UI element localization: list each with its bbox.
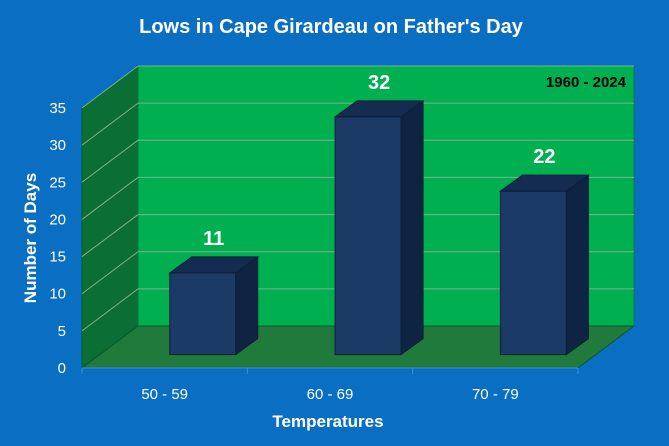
bar-front <box>169 272 237 356</box>
data-label: 22 <box>533 146 555 168</box>
y-tick-label: 35 <box>49 100 66 117</box>
bars <box>168 99 590 356</box>
bar-front <box>334 116 402 356</box>
x-tick-label: 70 - 79 <box>472 386 519 403</box>
gridline-side <box>81 139 139 183</box>
year-range-annotation: 1960 - 2024 <box>546 74 627 91</box>
bar-side <box>565 174 589 356</box>
bar-top <box>498 174 590 192</box>
bar-side <box>235 255 259 356</box>
bar-side <box>400 99 424 356</box>
y-tick-labels: 0 5 10 15 20 25 30 35 <box>49 100 66 377</box>
gridline-side <box>81 288 139 332</box>
data-label: 32 <box>368 72 390 94</box>
x-axis-title: Temperatures <box>272 412 383 431</box>
y-tick-label: 0 <box>58 360 66 377</box>
data-labels: 11 32 22 <box>203 72 555 250</box>
chart-title: Lows in Cape Girardeau on Father's Day <box>139 16 524 38</box>
bar-top <box>168 256 260 274</box>
bar-top <box>333 100 425 118</box>
x-tick-label: 50 - 59 <box>141 386 188 403</box>
y-tick-label: 30 <box>49 137 66 154</box>
gridline-side <box>81 251 139 295</box>
gridline-side <box>81 102 139 146</box>
data-label: 11 <box>203 228 224 250</box>
y-tick-label: 10 <box>49 286 66 303</box>
y-axis-title: Number of Days <box>21 173 40 303</box>
gridline-side <box>81 65 139 109</box>
y-tick-label: 15 <box>49 249 66 266</box>
y-tick-label: 25 <box>49 174 66 191</box>
y-tick-label: 20 <box>49 211 66 228</box>
gridline-side <box>81 177 139 220</box>
gridline-side <box>81 214 139 257</box>
x-tick-labels: 50 - 59 60 - 69 70 - 79 <box>81 367 579 403</box>
y-tick-label: 5 <box>58 323 66 340</box>
x-tick-label: 60 - 69 <box>307 386 354 403</box>
bar-front <box>499 190 567 356</box>
side-wall <box>81 65 139 369</box>
